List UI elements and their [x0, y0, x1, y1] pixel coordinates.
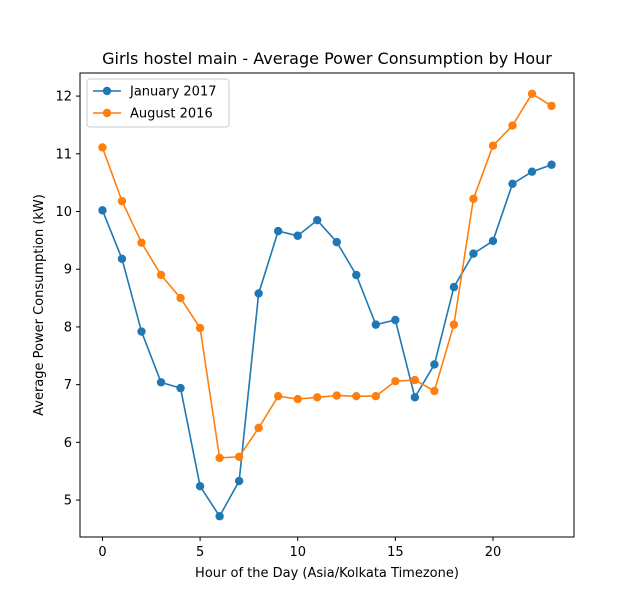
data-point	[273, 391, 283, 401]
legend-item: January 2017	[93, 85, 217, 100]
data-point	[391, 315, 400, 325]
data-point	[176, 383, 185, 393]
x-tick-label: 20	[485, 545, 502, 560]
y-tick-label: 11	[55, 147, 72, 162]
x-tick-label: 0	[98, 545, 106, 560]
series-line	[101, 164, 552, 518]
data-point	[215, 453, 224, 463]
y-tick-label: 10	[55, 205, 72, 220]
data-point	[332, 391, 341, 400]
y-tick-label: 6	[64, 436, 72, 451]
y-tick-label: 9	[64, 263, 72, 278]
data-point	[176, 293, 185, 303]
data-point	[488, 141, 498, 150]
x-tick-label: 5	[196, 545, 204, 560]
plot-area	[79, 72, 575, 538]
data-point	[430, 386, 439, 396]
legend-marker	[102, 86, 112, 96]
data-point	[293, 394, 302, 404]
data-point	[527, 167, 537, 176]
legend-label: August 2016	[130, 107, 213, 122]
data-point	[156, 270, 166, 280]
x-axis-label: Hour of the Day (Asia/Kolkata Timezone)	[195, 566, 459, 581]
legend-marker	[102, 108, 112, 118]
data-point	[313, 393, 322, 402]
data-point	[117, 254, 127, 264]
data-point	[195, 482, 205, 491]
data-point	[488, 236, 498, 246]
legend-item: August 2016	[93, 107, 213, 122]
data-point	[391, 376, 400, 386]
data-point	[273, 226, 283, 236]
data-point	[137, 327, 146, 336]
data-point	[410, 375, 420, 385]
data-point	[195, 323, 205, 333]
data-point	[371, 391, 381, 401]
series-0	[98, 160, 556, 521]
data-point	[254, 289, 263, 298]
x-axis: 0 5 10 15 20	[98, 537, 501, 560]
y-axis-label: Average Power Consumption (kW)	[32, 194, 47, 416]
data-point	[332, 237, 341, 247]
data-point	[254, 423, 263, 433]
data-point	[313, 215, 322, 225]
data-point	[469, 249, 478, 258]
x-tick-label: 10	[289, 545, 306, 560]
data-point	[117, 196, 127, 206]
y-axis: 5 6 7 8 9 10 11 12	[55, 90, 80, 509]
series-layer	[98, 89, 556, 521]
data-point	[449, 320, 459, 329]
data-point	[547, 160, 556, 169]
data-point	[352, 391, 361, 401]
series-1	[98, 89, 556, 463]
data-point	[98, 206, 107, 215]
data-point	[469, 194, 478, 204]
y-tick-label: 12	[55, 90, 72, 105]
data-point	[293, 231, 302, 240]
data-point	[430, 360, 439, 369]
data-point	[508, 121, 517, 130]
data-point	[352, 270, 361, 280]
data-point	[234, 476, 244, 486]
data-point	[98, 143, 107, 152]
data-point	[547, 101, 556, 111]
legend-label: January 2017	[129, 85, 217, 100]
legend-box	[86, 78, 230, 128]
chart-title: Girls hostel main - Average Power Consum…	[102, 49, 552, 68]
data-point	[449, 282, 459, 292]
data-point	[527, 89, 537, 98]
data-point	[410, 393, 420, 402]
x-tick-label: 15	[387, 545, 404, 560]
data-point	[508, 179, 517, 189]
series-line	[101, 92, 552, 459]
y-tick-label: 8	[64, 320, 72, 335]
data-point	[234, 452, 244, 461]
data-point	[137, 238, 146, 247]
data-point	[156, 378, 166, 387]
y-tick-label: 5	[64, 494, 72, 509]
y-tick-label: 7	[64, 378, 72, 393]
data-point	[371, 320, 381, 329]
data-point	[215, 512, 224, 521]
legend: January 2017 August 2016	[86, 78, 230, 128]
